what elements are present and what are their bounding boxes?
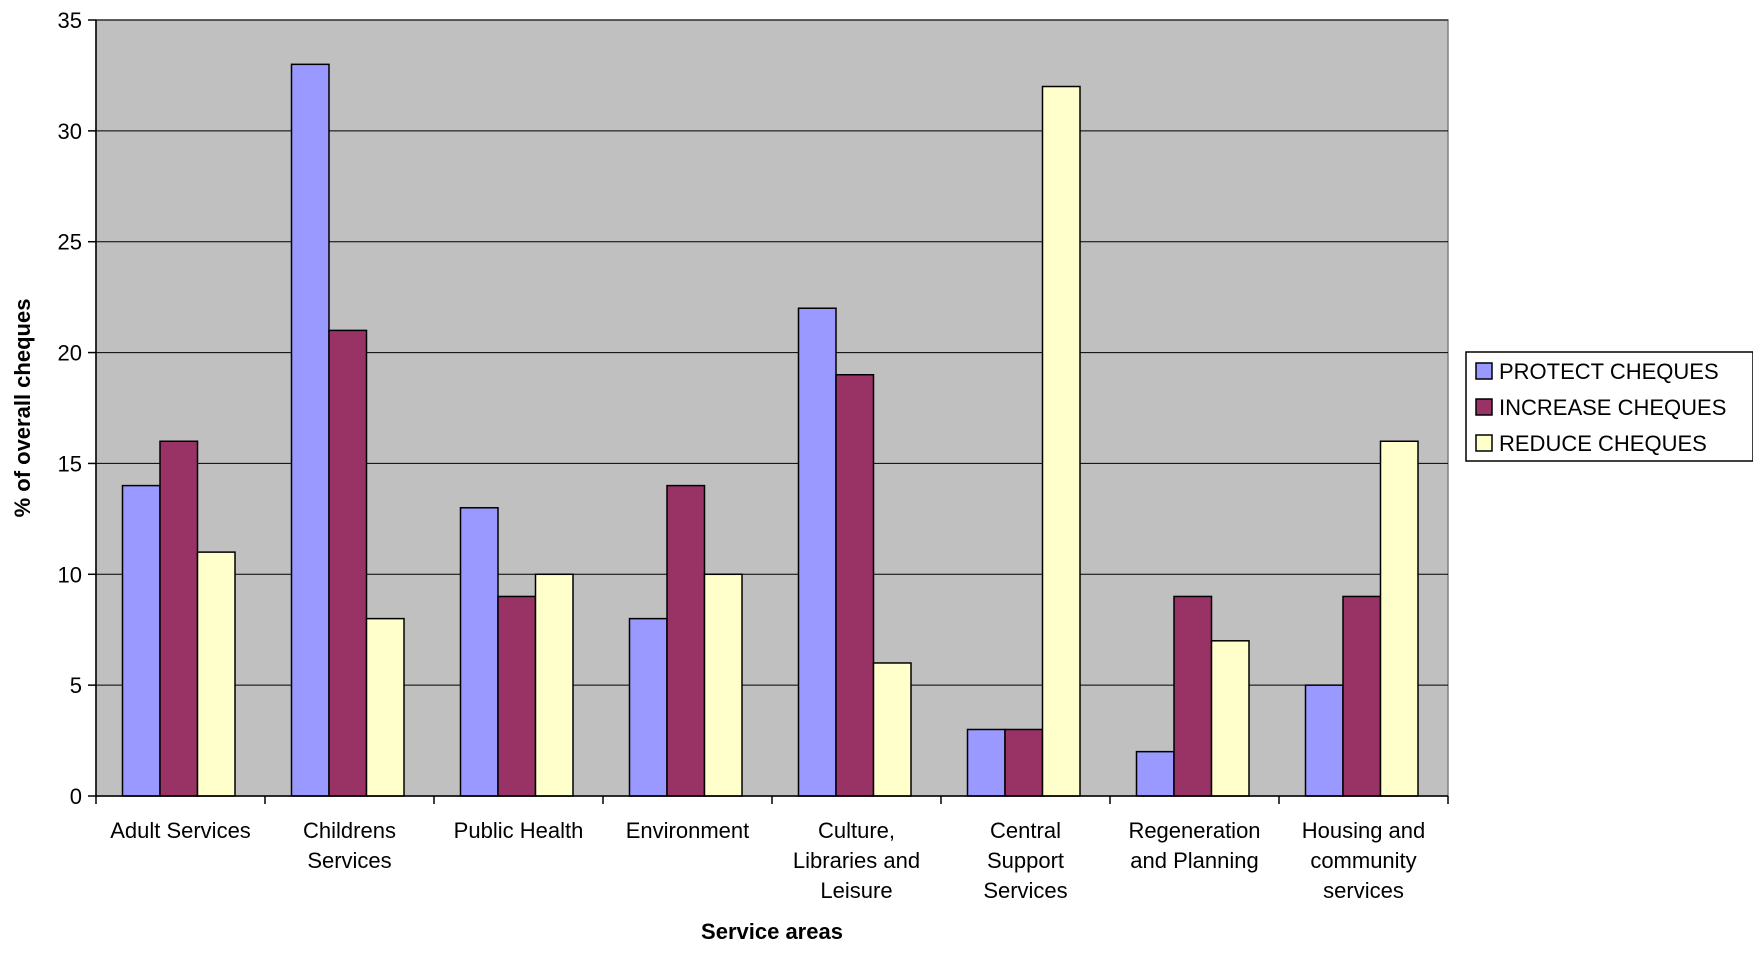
- y-tick-label: 10: [58, 562, 82, 587]
- x-tick-label-line: Regeneration: [1128, 818, 1260, 843]
- legend-label: INCREASE CHEQUES: [1499, 395, 1726, 420]
- x-tick-label-line: Support: [987, 848, 1064, 873]
- x-tick-label-line: Public Health: [454, 818, 584, 843]
- legend-label: REDUCE CHEQUES: [1499, 431, 1707, 456]
- bar: [628, 617, 668, 797]
- legend: PROTECT CHEQUES INCREASE CHEQUES REDUCE CH…: [1465, 351, 1753, 462]
- x-tick-label-line: Libraries and: [793, 848, 920, 873]
- legend-label: PROTECT CHEQUES: [1499, 359, 1719, 384]
- x-tick-label: Public Health: [454, 818, 584, 843]
- bar: [797, 307, 837, 797]
- x-tick-label-line: services: [1323, 878, 1404, 903]
- bar: [365, 617, 405, 797]
- bar: [459, 507, 499, 797]
- bars: [121, 63, 1419, 797]
- y-tick-label: 20: [58, 341, 82, 366]
- bar: [872, 662, 912, 797]
- y-tick-labels: 0 5 10 15 20 25 30 35: [58, 8, 82, 809]
- x-tick-label-line: Environment: [626, 818, 750, 843]
- bar: [1135, 750, 1175, 797]
- bar: [196, 551, 236, 797]
- bar: [1379, 440, 1419, 797]
- x-tick-label: Housing and community services: [1302, 818, 1426, 903]
- bar: [1304, 684, 1344, 797]
- bar: [497, 595, 537, 797]
- y-axis-title: % of overall cheques: [10, 299, 35, 518]
- bar: [1210, 640, 1250, 797]
- y-tick-label: 30: [58, 119, 82, 144]
- legend-box: [1465, 351, 1753, 462]
- x-tick-label-line: Housing and: [1302, 818, 1426, 843]
- x-tick-labels: Adult Services Childrens Services Public He…: [110, 818, 1425, 903]
- x-tick-label-line: Central: [990, 818, 1061, 843]
- x-tick-label: Culture, Libraries and Leisure: [793, 818, 920, 903]
- y-tick-label: 5: [70, 673, 82, 698]
- x-tick-label: Central Support Services: [983, 818, 1067, 903]
- bar: [534, 573, 574, 797]
- bar: [966, 728, 1006, 797]
- x-tick-label-line: Adult Services: [110, 818, 251, 843]
- x-tick-label-line: and Planning: [1130, 848, 1258, 873]
- bar: [121, 484, 161, 797]
- axes: [88, 19, 1449, 804]
- bar: [1041, 85, 1081, 797]
- x-tick-label-line: Childrens: [303, 818, 396, 843]
- y-tick-label: 25: [58, 230, 82, 255]
- bar: [159, 440, 199, 797]
- x-tick-label-line: Culture,: [818, 818, 895, 843]
- x-tick-label-line: Leisure: [820, 878, 892, 903]
- legend-swatch: [1475, 362, 1493, 380]
- y-tick-label: 35: [58, 8, 82, 33]
- x-tick-label: Regeneration and Planning: [1128, 818, 1260, 873]
- legend-swatch: [1475, 434, 1493, 452]
- x-axis-title: Service areas: [701, 919, 843, 944]
- x-tick-label: Environment: [626, 818, 750, 843]
- bar: [666, 484, 706, 797]
- bar: [290, 63, 330, 797]
- bar: [835, 373, 875, 797]
- bar: [1342, 595, 1382, 797]
- bar: [1173, 595, 1213, 797]
- bar: [328, 329, 368, 797]
- x-tick-label-line: community: [1310, 848, 1416, 873]
- x-tick-label: Adult Services: [110, 818, 251, 843]
- bar: [703, 573, 743, 797]
- legend-swatch: [1475, 398, 1493, 416]
- x-tick-label-line: Services: [983, 878, 1067, 903]
- bar: [1004, 728, 1044, 797]
- y-tick-label: 0: [70, 784, 82, 809]
- x-tick-label-line: Services: [307, 848, 391, 873]
- y-tick-label: 15: [58, 451, 82, 476]
- x-tick-label: Childrens Services: [303, 818, 396, 873]
